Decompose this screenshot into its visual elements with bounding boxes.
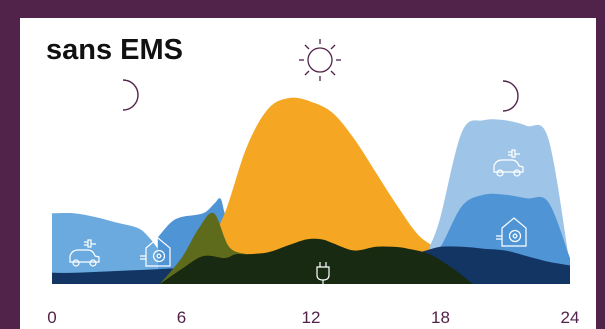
plug-icon (316, 262, 330, 284)
x-tick-label: 18 (431, 308, 450, 327)
heat-pump-house-icon (496, 217, 527, 247)
heat-pump-house-icon (140, 237, 171, 267)
chart-panel: 0 6 12 18 24 sans EMS (20, 18, 596, 329)
x-tick-label: 6 (177, 308, 186, 327)
area-series-8 (159, 238, 473, 284)
area-series-1 (52, 213, 158, 284)
electric-car-icon (493, 149, 524, 177)
x-tick-label: 0 (47, 308, 56, 327)
area-series-3 (203, 97, 452, 285)
x-tick-label: 12 (302, 308, 321, 327)
moon-icon (122, 79, 139, 111)
x-tick-label: 24 (561, 308, 580, 327)
moon-icon (502, 80, 519, 112)
area-layer (52, 97, 570, 285)
chart-title: sans EMS (46, 34, 183, 66)
sun-icon (299, 39, 341, 81)
x-axis: 0 6 12 18 24 (47, 308, 579, 327)
electric-car-icon (69, 239, 100, 267)
chart-canvas: 0 6 12 18 24 (47, 39, 579, 327)
